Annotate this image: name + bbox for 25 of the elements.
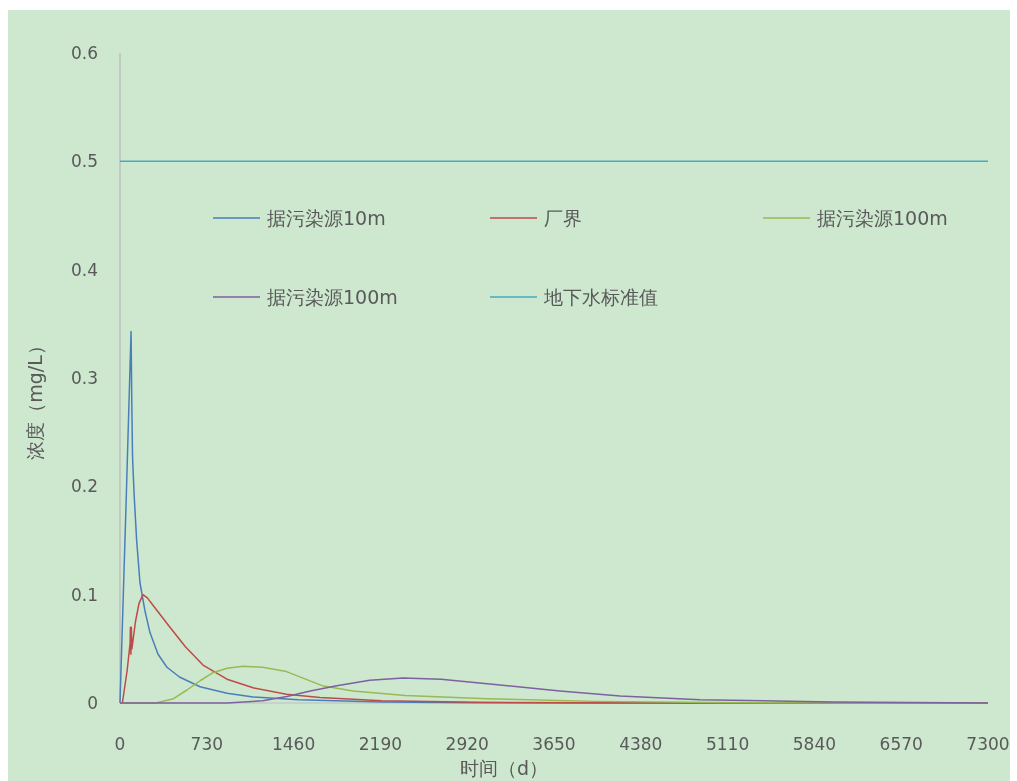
y-tick-label: 0.1 xyxy=(70,584,98,605)
x-tick-label: 6570 xyxy=(879,734,923,754)
legend-label: 地下水标准值 xyxy=(543,285,658,308)
y-tick-label: 0.6 xyxy=(70,42,98,63)
y-tick-label: 0.5 xyxy=(70,151,98,172)
x-tick-label: 5110 xyxy=(705,734,750,754)
legend-label: 厂界 xyxy=(544,206,582,229)
x-tick-label: 0 xyxy=(114,734,126,754)
y-tick-label: 0.4 xyxy=(70,259,98,280)
y-tick-label: 0 xyxy=(87,692,98,713)
legend-label: 据污染源10m xyxy=(267,206,386,229)
x-tick-label: 2190 xyxy=(358,734,403,754)
y-axis-title: 浓度（mg/L） xyxy=(24,336,46,460)
x-tick-label: 3650 xyxy=(532,734,576,754)
x-tick-label: 730 xyxy=(190,734,224,754)
x-axis-title: 时间（d） xyxy=(459,757,549,779)
x-tick-label: 5840 xyxy=(792,734,837,754)
legend-label: 据污染源100m xyxy=(817,206,948,229)
x-tick-label: 1460 xyxy=(271,734,316,754)
y-tick-label: 0.3 xyxy=(70,367,98,388)
x-tick-label: 2920 xyxy=(445,734,489,754)
x-tick-label: 7300 xyxy=(966,734,1010,754)
x-tick-label: 4380 xyxy=(619,734,663,754)
y-tick-label: 0.2 xyxy=(70,476,98,497)
legend-label: 据污染源100m xyxy=(267,285,398,308)
